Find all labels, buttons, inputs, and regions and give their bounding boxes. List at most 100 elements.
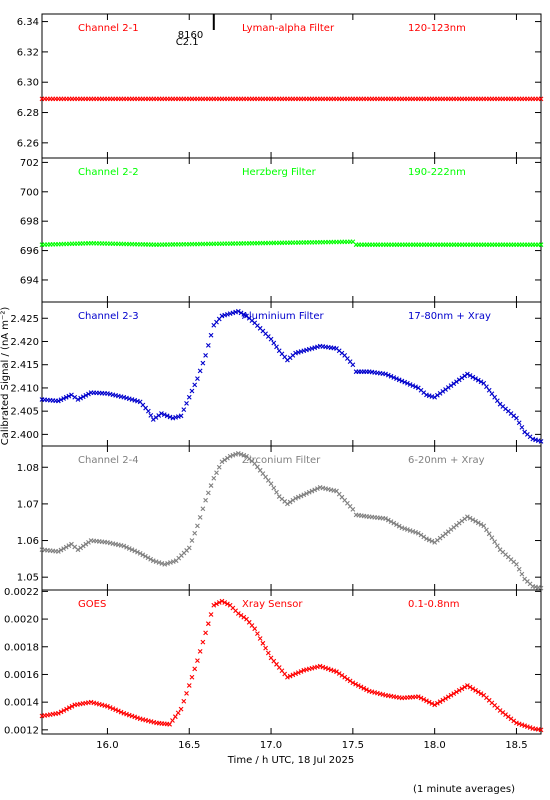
data-point xyxy=(437,699,443,705)
data-point xyxy=(181,698,187,704)
data-point xyxy=(129,547,135,553)
data-point xyxy=(426,537,432,543)
data-point xyxy=(83,541,89,547)
data-point xyxy=(205,342,211,348)
data-point xyxy=(195,658,200,664)
x-axis-label: Time / h UTC, 18 Jul 2025 xyxy=(227,755,355,766)
data-point xyxy=(538,438,544,444)
data-point xyxy=(83,392,89,398)
data-point xyxy=(140,552,146,558)
data-point xyxy=(350,362,356,368)
data-point xyxy=(418,695,424,701)
data-point xyxy=(538,727,544,733)
data-point xyxy=(235,611,241,616)
band-label: 6-20nm + Xray xyxy=(408,455,485,466)
data-point xyxy=(394,522,399,528)
data-point xyxy=(467,684,473,690)
data-point xyxy=(353,681,358,687)
data-point xyxy=(478,521,484,527)
data-point xyxy=(331,668,337,674)
data-point xyxy=(516,420,522,426)
footnote: (1 minute averages) xyxy=(413,784,515,795)
data-point xyxy=(413,384,418,390)
y-tick-label: 6.34 xyxy=(17,17,39,28)
data-point xyxy=(399,525,405,531)
data-point xyxy=(78,545,84,551)
band-label: 190-222nm xyxy=(408,167,466,178)
y-tick-label: 694 xyxy=(20,275,39,286)
data-point xyxy=(263,645,268,651)
data-point xyxy=(230,452,236,458)
panel-frame xyxy=(41,13,542,159)
data-point xyxy=(241,614,247,620)
data-point xyxy=(470,686,476,692)
data-point xyxy=(121,710,127,716)
panel-frame xyxy=(41,589,542,735)
data-point xyxy=(260,640,266,646)
data-point xyxy=(339,672,345,678)
data-point xyxy=(473,687,478,693)
data-point xyxy=(203,353,208,358)
data-point xyxy=(208,612,214,617)
data-point xyxy=(178,413,184,419)
y-tick-label: 0.0020 xyxy=(4,615,39,626)
data-point xyxy=(132,714,138,720)
data-point xyxy=(364,687,369,693)
data-point xyxy=(148,556,154,562)
data-point xyxy=(448,692,454,698)
data-point xyxy=(293,496,298,501)
flare-id: 8160 xyxy=(178,30,203,41)
data-point xyxy=(516,721,522,727)
y-tick-label: 1.06 xyxy=(17,536,39,547)
data-point xyxy=(336,671,342,676)
data-point xyxy=(192,666,198,672)
data-point xyxy=(238,612,244,618)
data-point xyxy=(241,452,247,458)
data-point xyxy=(494,543,500,549)
data-point xyxy=(355,683,361,688)
data-point xyxy=(464,514,470,520)
data-point xyxy=(110,706,116,712)
band-label: 0.1-0.8nm xyxy=(408,599,460,610)
y-tick-label: 0.0012 xyxy=(4,725,39,736)
data-point xyxy=(306,489,312,495)
data-point xyxy=(317,663,323,669)
data-point xyxy=(459,686,465,692)
data-point xyxy=(402,526,408,532)
data-point xyxy=(383,516,388,521)
data-point xyxy=(361,685,367,691)
data-point xyxy=(320,664,326,670)
data-point xyxy=(383,371,388,377)
data-point xyxy=(186,394,192,400)
data-point xyxy=(222,600,228,605)
data-point xyxy=(203,630,208,636)
data-point xyxy=(238,310,244,316)
data-point xyxy=(189,538,195,543)
data-point xyxy=(456,377,462,383)
panel-2: 694 696 698 700 702 Channel 2-2 Herzberg Filte… xyxy=(20,157,544,303)
filter-label: Aluminium Filter xyxy=(242,311,325,322)
data-point xyxy=(451,381,457,387)
data-point xyxy=(225,455,230,461)
data-point xyxy=(69,392,74,398)
data-point xyxy=(86,391,91,397)
data-point xyxy=(464,683,470,688)
data-point xyxy=(167,414,173,420)
data-point xyxy=(301,492,307,498)
data-point xyxy=(200,639,206,645)
channel-label: Channel 2-2 xyxy=(78,167,139,178)
data-point xyxy=(66,543,72,549)
data-point xyxy=(312,487,318,493)
data-point xyxy=(290,672,296,678)
data-point xyxy=(55,549,61,554)
data-point xyxy=(519,425,525,430)
x-tick-label: 18.5 xyxy=(505,740,527,751)
data-point xyxy=(454,689,459,695)
data-point xyxy=(315,486,320,492)
data-point xyxy=(132,548,138,554)
data-point xyxy=(274,489,279,495)
data-point xyxy=(298,493,304,499)
data-point xyxy=(396,377,402,383)
data-point xyxy=(391,520,397,526)
